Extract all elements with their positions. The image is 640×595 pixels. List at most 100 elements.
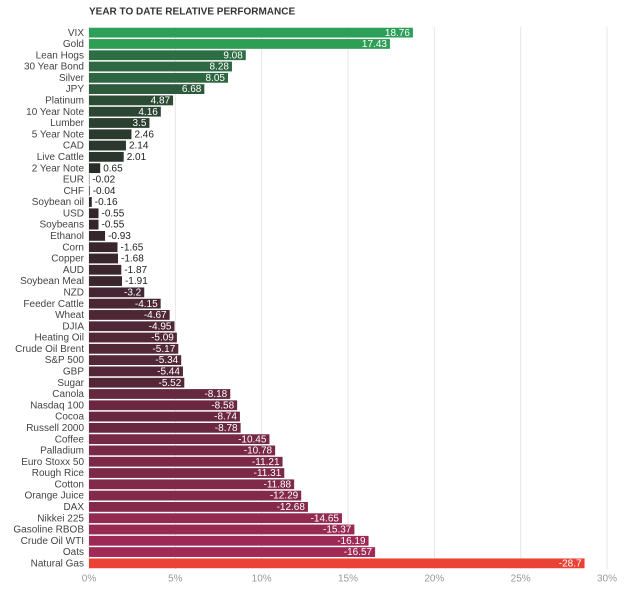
y-tick-label: 30 Year Bond: [24, 62, 84, 73]
bar: [89, 27, 413, 38]
y-tick-label: Ethanol: [50, 231, 84, 242]
bar: [89, 106, 161, 117]
y-tick-label: Oats: [63, 547, 84, 558]
y-tick-label: AUD: [63, 265, 84, 276]
y-tick-label: USD: [63, 208, 84, 219]
y-tick-label: Wheat: [55, 310, 84, 321]
y-tick-label: VIX: [68, 28, 84, 39]
y-tick-label: CHF: [63, 186, 84, 197]
bar: [89, 276, 122, 286]
y-tick-label: Palladium: [40, 446, 84, 457]
bar: [89, 479, 295, 490]
value-label: -8.18: [204, 389, 227, 400]
bar: [89, 468, 285, 478]
x-tick-label: 5%: [168, 574, 183, 585]
y-tick-label: Cotton: [55, 479, 84, 490]
y-tick-label: Feeder Cattle: [23, 299, 84, 310]
value-label: -10.78: [244, 446, 273, 457]
bar: [89, 84, 205, 94]
y-tick-label: Crude Oil Brent: [15, 344, 84, 355]
value-label: 2.46: [134, 129, 154, 140]
y-tick-label: Nikkei 225: [37, 513, 84, 524]
y-tick-label: Platinum: [45, 96, 84, 107]
y-tick-label: Lumber: [50, 118, 85, 129]
bar: [89, 456, 283, 467]
value-label: -0.02: [92, 175, 115, 186]
value-label: -15.37: [323, 525, 352, 536]
value-label: -5.52: [159, 378, 182, 389]
y-tick-label: 2 Year Note: [32, 163, 85, 174]
bar: [89, 163, 101, 174]
y-tick-label: Canola: [52, 389, 84, 400]
value-label: -16.19: [337, 536, 366, 547]
y-tick-label: CAD: [63, 141, 84, 152]
value-label: -1.91: [125, 276, 148, 287]
bar: [89, 231, 106, 241]
y-tick-label: JPY: [66, 84, 85, 95]
bar: [89, 377, 185, 388]
y-tick-label: Live Cattle: [37, 152, 85, 163]
bar: [89, 253, 119, 264]
value-label: -0.16: [95, 197, 118, 208]
bar: [89, 185, 90, 196]
bar: [89, 558, 585, 569]
y-tick-label: Heating Oil: [35, 333, 84, 344]
bar: [89, 547, 376, 557]
bar: [89, 140, 126, 151]
value-label: -4.15: [135, 299, 158, 310]
y-tick-label: Cocoa: [55, 412, 84, 423]
bar: [89, 524, 355, 535]
y-tick-label: Natural Gas: [31, 558, 84, 569]
value-label: 3.5: [133, 118, 147, 129]
value-label: 9.08: [223, 50, 243, 61]
value-label: -11.31: [254, 468, 282, 479]
x-tick-label: 30%: [597, 574, 617, 585]
y-tick-label: Orange Juice: [25, 491, 85, 502]
value-label: 4.16: [138, 107, 158, 118]
bar: [89, 366, 183, 377]
value-label: -1.87: [124, 265, 147, 276]
bar: [89, 208, 99, 219]
value-label: -8.74: [214, 412, 237, 423]
bar: [89, 197, 92, 207]
y-tick-label: Gasoline RBOB: [13, 525, 84, 536]
y-tick-label: Lean Hogs: [36, 50, 84, 61]
y-tick-label: Silver: [59, 73, 85, 84]
bar: [89, 50, 246, 61]
value-label: -11.88: [264, 479, 292, 490]
value-label: 17.43: [362, 39, 387, 50]
bar: [89, 264, 122, 275]
bar: [89, 411, 240, 422]
bar: [89, 310, 170, 320]
value-label: -12.29: [270, 491, 299, 502]
bar: [89, 389, 231, 399]
bar: [89, 422, 241, 433]
y-tick-label: DJIA: [62, 321, 84, 332]
bar: [89, 513, 342, 524]
value-label: -0.93: [108, 231, 131, 242]
value-label: -16.57: [344, 547, 373, 558]
bar: [89, 129, 132, 140]
y-tick-label: Russell 2000: [26, 423, 84, 434]
value-label: -8.58: [211, 400, 234, 411]
value-label: -28.7: [559, 558, 582, 569]
y-tick-label: Rough Rice: [32, 468, 85, 479]
value-label: -1.68: [121, 254, 144, 265]
value-label: -0.55: [101, 220, 124, 231]
y-tick-label: Nasdaq 100: [30, 400, 84, 411]
y-tick-label: S&P 500: [45, 355, 85, 366]
bar: [89, 445, 276, 456]
value-label: -12.68: [277, 502, 306, 513]
chart-title: YEAR TO DATE RELATIVE PERFORMANCE: [89, 7, 295, 18]
bar: [89, 39, 390, 49]
y-tick-label: EUR: [63, 175, 84, 186]
value-label: -0.55: [101, 208, 124, 219]
value-label: -8.78: [215, 423, 238, 434]
y-tick-label: 10 Year Note: [26, 107, 84, 118]
value-label: 6.68: [182, 84, 202, 95]
value-label: 4.87: [151, 96, 171, 107]
value-label: 2.01: [127, 152, 147, 163]
value-label: -0.04: [93, 186, 116, 197]
y-tick-label: Corn: [62, 242, 84, 253]
y-tick-label: Gold: [63, 39, 84, 50]
